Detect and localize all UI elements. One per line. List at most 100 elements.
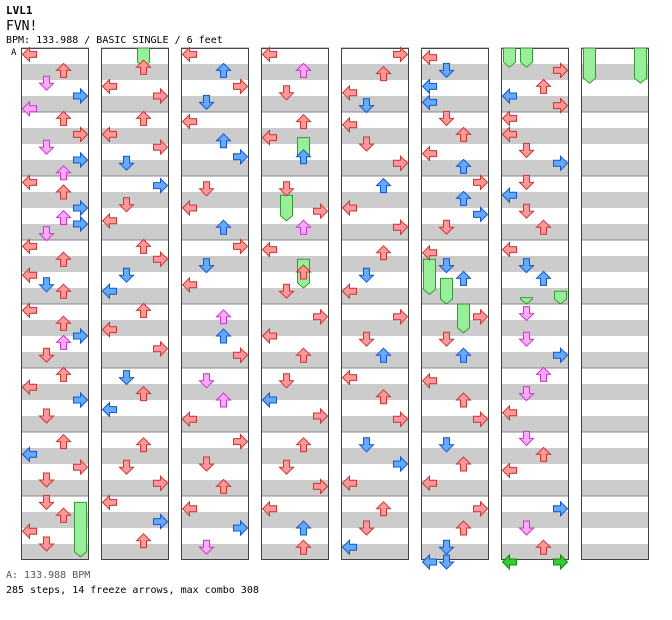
step-arrow xyxy=(455,347,472,363)
step-arrow xyxy=(135,533,152,549)
step-arrow xyxy=(455,456,472,472)
step-arrow xyxy=(341,538,357,556)
beat-stripe xyxy=(181,224,249,240)
step-arrow xyxy=(518,386,535,402)
beat-stripe xyxy=(581,288,649,304)
step-arrow xyxy=(438,110,455,127)
beat-stripe xyxy=(181,384,249,400)
step-arrow xyxy=(393,218,409,236)
chart-column-border xyxy=(501,48,569,560)
beat-stripe xyxy=(341,192,409,208)
chart-info: BPM: 133.988 / BASIC SINGLE / 6 feet xyxy=(6,35,223,46)
beat-stripe xyxy=(421,448,489,464)
step-arrow xyxy=(101,126,117,143)
step-arrow xyxy=(73,126,89,143)
beat-stripe xyxy=(501,512,569,528)
step-arrow xyxy=(21,100,37,118)
beat-stripe xyxy=(21,416,89,432)
step-arrow xyxy=(473,500,489,518)
end-arrow xyxy=(421,553,437,571)
beat-stripe xyxy=(101,416,169,432)
beat-stripe xyxy=(181,416,249,432)
step-arrow xyxy=(38,75,55,91)
step-arrow xyxy=(55,507,72,523)
step-arrow xyxy=(153,87,169,105)
beat-stripe xyxy=(101,512,169,528)
beat-stripe xyxy=(421,160,489,176)
step-arrow xyxy=(518,142,535,159)
step-arrow xyxy=(553,62,569,79)
beat-stripe xyxy=(101,320,169,336)
beat-stripe xyxy=(501,256,569,272)
beat-stripe xyxy=(501,320,569,336)
beat-stripe xyxy=(581,512,649,528)
step-arrow xyxy=(153,340,169,358)
step-arrow xyxy=(341,116,357,134)
beat-stripe xyxy=(421,96,489,112)
step-arrow xyxy=(215,219,232,235)
step-arrow xyxy=(501,126,517,143)
step-arrow xyxy=(295,347,312,363)
step-arrow xyxy=(261,241,277,258)
step-arrow xyxy=(181,500,197,518)
beat-stripe xyxy=(501,288,569,304)
beat-stripe xyxy=(581,96,649,112)
step-arrow xyxy=(278,373,295,389)
beat-stripe xyxy=(581,448,649,464)
beat-stripe xyxy=(421,224,489,240)
step-arrow xyxy=(455,392,472,408)
step-arrow xyxy=(438,437,455,453)
beat-stripe xyxy=(501,224,569,240)
step-arrow xyxy=(261,391,277,409)
beat-stripe xyxy=(421,544,489,560)
beat-stripe xyxy=(341,416,409,432)
step-arrow xyxy=(73,327,89,345)
step-arrow xyxy=(393,410,409,428)
beat-stripe xyxy=(101,480,169,496)
step-arrow xyxy=(55,184,72,200)
step-arrow xyxy=(21,378,37,396)
beat-stripe xyxy=(261,128,329,144)
step-arrow xyxy=(55,334,72,350)
bpm-legend: A: 133.988 BPM xyxy=(6,570,91,581)
beat-stripe xyxy=(181,512,249,528)
beat-stripe xyxy=(181,320,249,336)
chart-column-border xyxy=(101,48,169,560)
step-arrow xyxy=(198,456,215,472)
step-arrow xyxy=(198,539,215,555)
beat-stripe xyxy=(21,288,89,304)
step-arrow xyxy=(313,478,329,495)
beat-stripe xyxy=(181,128,249,144)
step-arrow xyxy=(233,148,249,166)
step-arrow xyxy=(198,258,215,274)
step-arrow xyxy=(455,270,472,286)
step-arrow xyxy=(518,258,535,274)
step-arrow xyxy=(295,437,312,453)
step-arrow xyxy=(313,308,329,326)
step-arrow xyxy=(38,472,55,488)
step-arrow xyxy=(421,94,437,111)
step-arrow xyxy=(73,458,89,476)
step-arrow xyxy=(553,154,569,172)
step-arrow xyxy=(135,59,152,75)
beat-stripe xyxy=(261,544,329,560)
beat-stripe xyxy=(21,128,89,144)
beat-stripe xyxy=(421,352,489,368)
step-arrow xyxy=(21,302,37,319)
step-arrow xyxy=(313,202,329,220)
beat-stripe xyxy=(21,256,89,272)
beat-stripe xyxy=(101,160,169,176)
step-arrow xyxy=(38,277,55,293)
freeze-arrow xyxy=(440,277,453,305)
end-arrow xyxy=(553,553,569,571)
step-arrow xyxy=(181,113,197,130)
step-arrow xyxy=(198,181,215,197)
step-arrow xyxy=(473,308,489,326)
beat-stripe xyxy=(341,320,409,336)
step-arrow xyxy=(375,501,392,517)
step-arrow xyxy=(313,407,329,425)
step-arrow xyxy=(535,270,552,286)
freeze-arrow xyxy=(634,47,647,84)
step-arrow xyxy=(73,199,89,217)
beat-stripe xyxy=(581,192,649,208)
